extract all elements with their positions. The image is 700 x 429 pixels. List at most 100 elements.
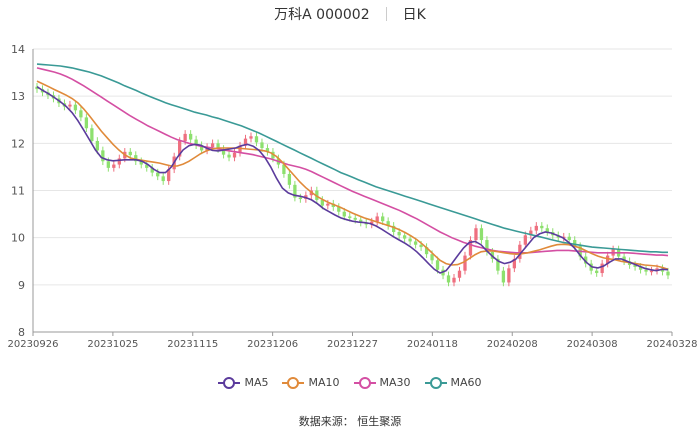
- x-tick-label: 20231025: [87, 339, 138, 350]
- y-tick-label: 9: [18, 279, 25, 292]
- candle-body: [167, 169, 171, 182]
- candle-body: [622, 256, 626, 262]
- y-tick-label: 10: [11, 232, 25, 245]
- candle-body: [655, 268, 659, 271]
- candle-body: [605, 255, 610, 264]
- candle-body: [381, 216, 385, 222]
- candle-body: [249, 136, 253, 139]
- legend-label: MA10: [308, 376, 340, 389]
- candle-body: [282, 164, 286, 174]
- candle-body: [567, 236, 571, 241]
- candle-body: [523, 235, 527, 245]
- period-label: 日K: [402, 7, 426, 23]
- candle-body: [337, 207, 341, 212]
- candle-body: [386, 221, 390, 226]
- x-tick-label: 20231227: [327, 339, 378, 350]
- candle-body: [545, 228, 549, 233]
- candle-body: [331, 203, 335, 208]
- chart-legend[interactable]: MA5 MA10 MA30 MA60: [0, 376, 700, 392]
- candle-body: [512, 258, 517, 269]
- candle-body: [221, 148, 226, 155]
- legend-label: MA30: [379, 376, 411, 389]
- candle-body: [238, 145, 242, 153]
- candle-body: [397, 232, 401, 236]
- x-tick-label: 20240208: [487, 339, 538, 350]
- candle-body: [408, 238, 412, 242]
- candle-body: [540, 225, 544, 229]
- chart-header: 万科A 000002 日K: [0, 4, 700, 26]
- candle-body: [139, 161, 143, 165]
- candle-body: [402, 235, 407, 239]
- data-source: 数据来源： 恒生聚源: [298, 415, 402, 428]
- candle-body: [595, 270, 599, 274]
- candle-body: [485, 240, 489, 252]
- candle-body: [112, 164, 116, 168]
- candle-body: [435, 260, 440, 270]
- candle-body: [353, 217, 357, 220]
- candle-body: [145, 164, 149, 168]
- header-divider: [385, 7, 387, 21]
- candle-body: [644, 269, 648, 272]
- y-tick-label: 11: [11, 185, 25, 198]
- legend-swatch: [353, 376, 376, 389]
- y-tick-label: 12: [11, 137, 25, 150]
- y-tick-label: 14: [11, 43, 25, 56]
- candle-body: [298, 197, 303, 200]
- series-line-ma5: [36, 86, 669, 274]
- legend-label: MA5: [244, 376, 269, 389]
- candle-body: [424, 247, 429, 255]
- candle-body: [216, 143, 220, 149]
- x-tick-label: 20240328: [647, 339, 698, 350]
- candle-body: [35, 86, 39, 90]
- candle-body: [370, 221, 374, 225]
- x-tick-label: 20230926: [8, 339, 59, 350]
- candle-body: [326, 203, 330, 206]
- x-tick-label: 20231115: [167, 339, 218, 350]
- candle-body: [188, 133, 193, 140]
- legend-item-ma30[interactable]: MA30: [353, 376, 411, 389]
- candle-body: [178, 140, 182, 157]
- legend-label: MA60: [450, 376, 482, 389]
- candle-body: [90, 128, 94, 141]
- candle-body: [649, 270, 654, 273]
- y-tick-label: 8: [18, 326, 25, 339]
- candle-body: [479, 228, 484, 241]
- candle-body: [446, 275, 451, 283]
- candle-body: [584, 256, 588, 264]
- x-tick-label: 20231206: [247, 339, 298, 350]
- candle-body: [419, 244, 423, 248]
- candle-body: [496, 258, 500, 271]
- chart-title: 万科A 000002: [274, 7, 370, 23]
- candle-body: [452, 277, 456, 283]
- candle-body: [287, 173, 292, 185]
- candle-body: [463, 255, 467, 271]
- candle-body: [254, 136, 259, 143]
- candle-body: [342, 211, 346, 217]
- candle-body: [468, 240, 473, 256]
- x-tick-label: 20240308: [567, 339, 618, 350]
- series-line-ma10: [36, 80, 669, 271]
- y-tick-label: 13: [11, 90, 25, 103]
- candle-body: [95, 140, 100, 151]
- legend-swatch: [218, 376, 241, 389]
- candle-body: [210, 143, 215, 148]
- candle-body: [150, 167, 154, 173]
- candle-body: [501, 270, 506, 283]
- candle-body: [430, 254, 434, 261]
- legend-item-ma5[interactable]: MA5: [218, 376, 268, 389]
- candle-body: [573, 240, 577, 247]
- candle-body: [638, 266, 643, 270]
- candle-body: [183, 133, 187, 141]
- candle-body: [666, 271, 670, 276]
- legend-item-ma60[interactable]: MA60: [424, 376, 482, 389]
- candle-body: [633, 265, 637, 267]
- candle-body: [134, 155, 138, 162]
- candle-body: [518, 244, 522, 259]
- candle-body: [232, 152, 237, 158]
- candle-body: [73, 104, 78, 111]
- legend-swatch: [424, 376, 447, 389]
- candle-body: [79, 110, 83, 118]
- legend-item-ma10[interactable]: MA10: [282, 376, 340, 389]
- candle-body: [413, 241, 418, 245]
